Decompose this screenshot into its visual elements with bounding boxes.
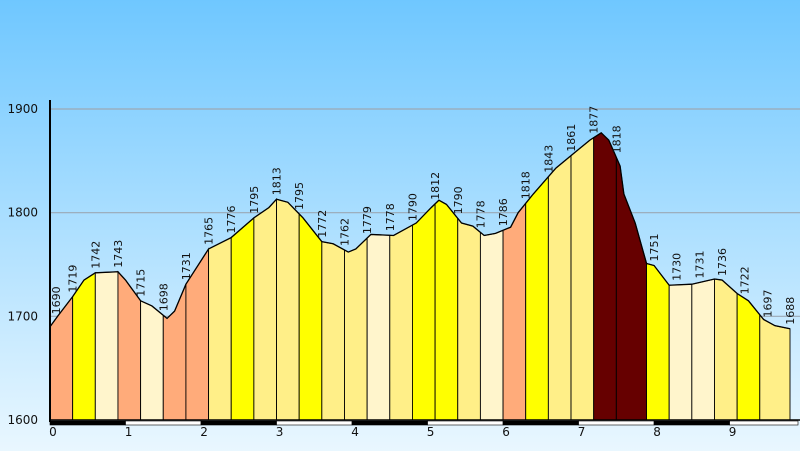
- elevation-segment: [321, 241, 345, 421]
- scale-bar-segment: [49, 420, 126, 426]
- elevation-label: 1731: [180, 252, 193, 280]
- profile-outline: [49, 132, 791, 330]
- elevation-segment: [547, 154, 572, 421]
- elevation-label: 1795: [293, 182, 306, 210]
- elevation-segment: [479, 229, 504, 421]
- x-tick-label: 8: [653, 425, 661, 439]
- elevation-segment: [276, 198, 300, 421]
- elevation-label: 1795: [248, 186, 261, 214]
- elevation-label: 1812: [429, 172, 442, 200]
- elevation-label: 1730: [671, 253, 684, 281]
- x-tick-label: 3: [276, 425, 284, 439]
- x-tick-label: 1: [125, 425, 133, 439]
- scale-bar-segment: [653, 420, 730, 426]
- elevation-label: 1715: [135, 269, 148, 297]
- x-tick-label: 9: [729, 425, 737, 439]
- elevation-segment: [366, 233, 391, 421]
- elevation-segment: [230, 216, 255, 421]
- scale-bar-segment: [276, 420, 353, 426]
- elevation-label: 1751: [648, 234, 661, 262]
- elevation-label: 1697: [761, 290, 774, 318]
- elevation-segment: [140, 300, 164, 421]
- y-axis-ticks: 1600 1700 1800 1900: [7, 102, 38, 427]
- elevation-label: 1818: [520, 171, 533, 199]
- elevation-segment: [208, 236, 232, 421]
- scale-bar-segment: [502, 420, 579, 426]
- elevation-segment: [570, 136, 595, 421]
- elevation-segment: [736, 292, 761, 421]
- x-tick-label: 0: [49, 425, 57, 439]
- elevation-label: 1765: [203, 217, 216, 245]
- elevation-segment: [298, 212, 323, 421]
- elevation-segment: [72, 271, 96, 421]
- elevation-label: 1743: [112, 240, 125, 268]
- elevation-segment: [344, 237, 368, 421]
- elevation-label: 1786: [497, 198, 510, 226]
- elevation-label: 1778: [474, 200, 487, 228]
- elevation-label: 1772: [316, 210, 329, 238]
- elevation-segment: [593, 132, 617, 421]
- elevation-segment: [389, 224, 413, 421]
- x-tick-label: 2: [200, 425, 208, 439]
- elevation-labels: 1690 1719 1742 1743 1715 1698 1731 1765 1776 1795…: [50, 106, 797, 325]
- elevation-segment: [525, 175, 549, 421]
- elevation-label: 1861: [565, 124, 578, 152]
- elevation-segment: [457, 217, 481, 421]
- elevation-label: 1688: [784, 297, 797, 325]
- elevation-label: 1818: [610, 125, 623, 153]
- elevation-segment: [411, 202, 436, 421]
- elevation-label: 1742: [89, 241, 102, 269]
- elevation-label: 1722: [739, 266, 752, 294]
- scale-bar-segment: [729, 420, 799, 426]
- x-tick-label: 4: [351, 425, 359, 439]
- elevation-segment: [253, 198, 277, 421]
- elevation-segments: [49, 132, 791, 421]
- scale-bar-segment: [351, 420, 428, 426]
- axes: [49, 100, 800, 426]
- x-axis-ticks: 0 1 2 3 4 5 6 7 8 9: [49, 425, 736, 439]
- elevation-segment: [94, 271, 119, 421]
- elevation-label: 1779: [361, 206, 374, 234]
- x-tick-label: 7: [578, 425, 586, 439]
- profile-line: [49, 132, 791, 330]
- elevation-segment: [434, 199, 459, 421]
- scale-bar-segment: [427, 420, 504, 426]
- elevation-segment: [691, 278, 715, 421]
- elevation-label: 1736: [716, 248, 729, 276]
- elevation-segment: [502, 202, 527, 421]
- y-tick-label: 1700: [7, 309, 38, 323]
- elevation-label: 1719: [67, 265, 80, 293]
- elevation-label: 1776: [225, 206, 238, 234]
- y-tick-label: 1600: [7, 413, 38, 427]
- elevation-label: 1813: [271, 167, 284, 195]
- elevation-segment: [759, 313, 791, 421]
- elevation-segment: [646, 262, 670, 421]
- y-tick-label: 1900: [7, 102, 38, 116]
- elevation-label: 1790: [406, 193, 419, 221]
- x-tick-label: 6: [502, 425, 510, 439]
- scale-bar-segment: [200, 420, 277, 426]
- x-tick-label: 5: [427, 425, 435, 439]
- elevation-segment: [714, 278, 738, 421]
- elevation-label: 1762: [339, 218, 352, 246]
- elevation-label: 1877: [588, 106, 601, 134]
- elevation-label: 1843: [542, 145, 555, 173]
- elevation-label: 1790: [452, 186, 465, 214]
- y-tick-label: 1800: [7, 206, 38, 220]
- elevation-label: 1731: [693, 251, 706, 279]
- elevation-label: 1778: [384, 203, 397, 231]
- scale-bar-segment: [125, 420, 202, 426]
- scale-bar-segment: [578, 420, 655, 426]
- elevation-segment: [668, 283, 693, 421]
- elevation-label: 1690: [50, 286, 63, 314]
- elevation-label: 1698: [157, 283, 170, 311]
